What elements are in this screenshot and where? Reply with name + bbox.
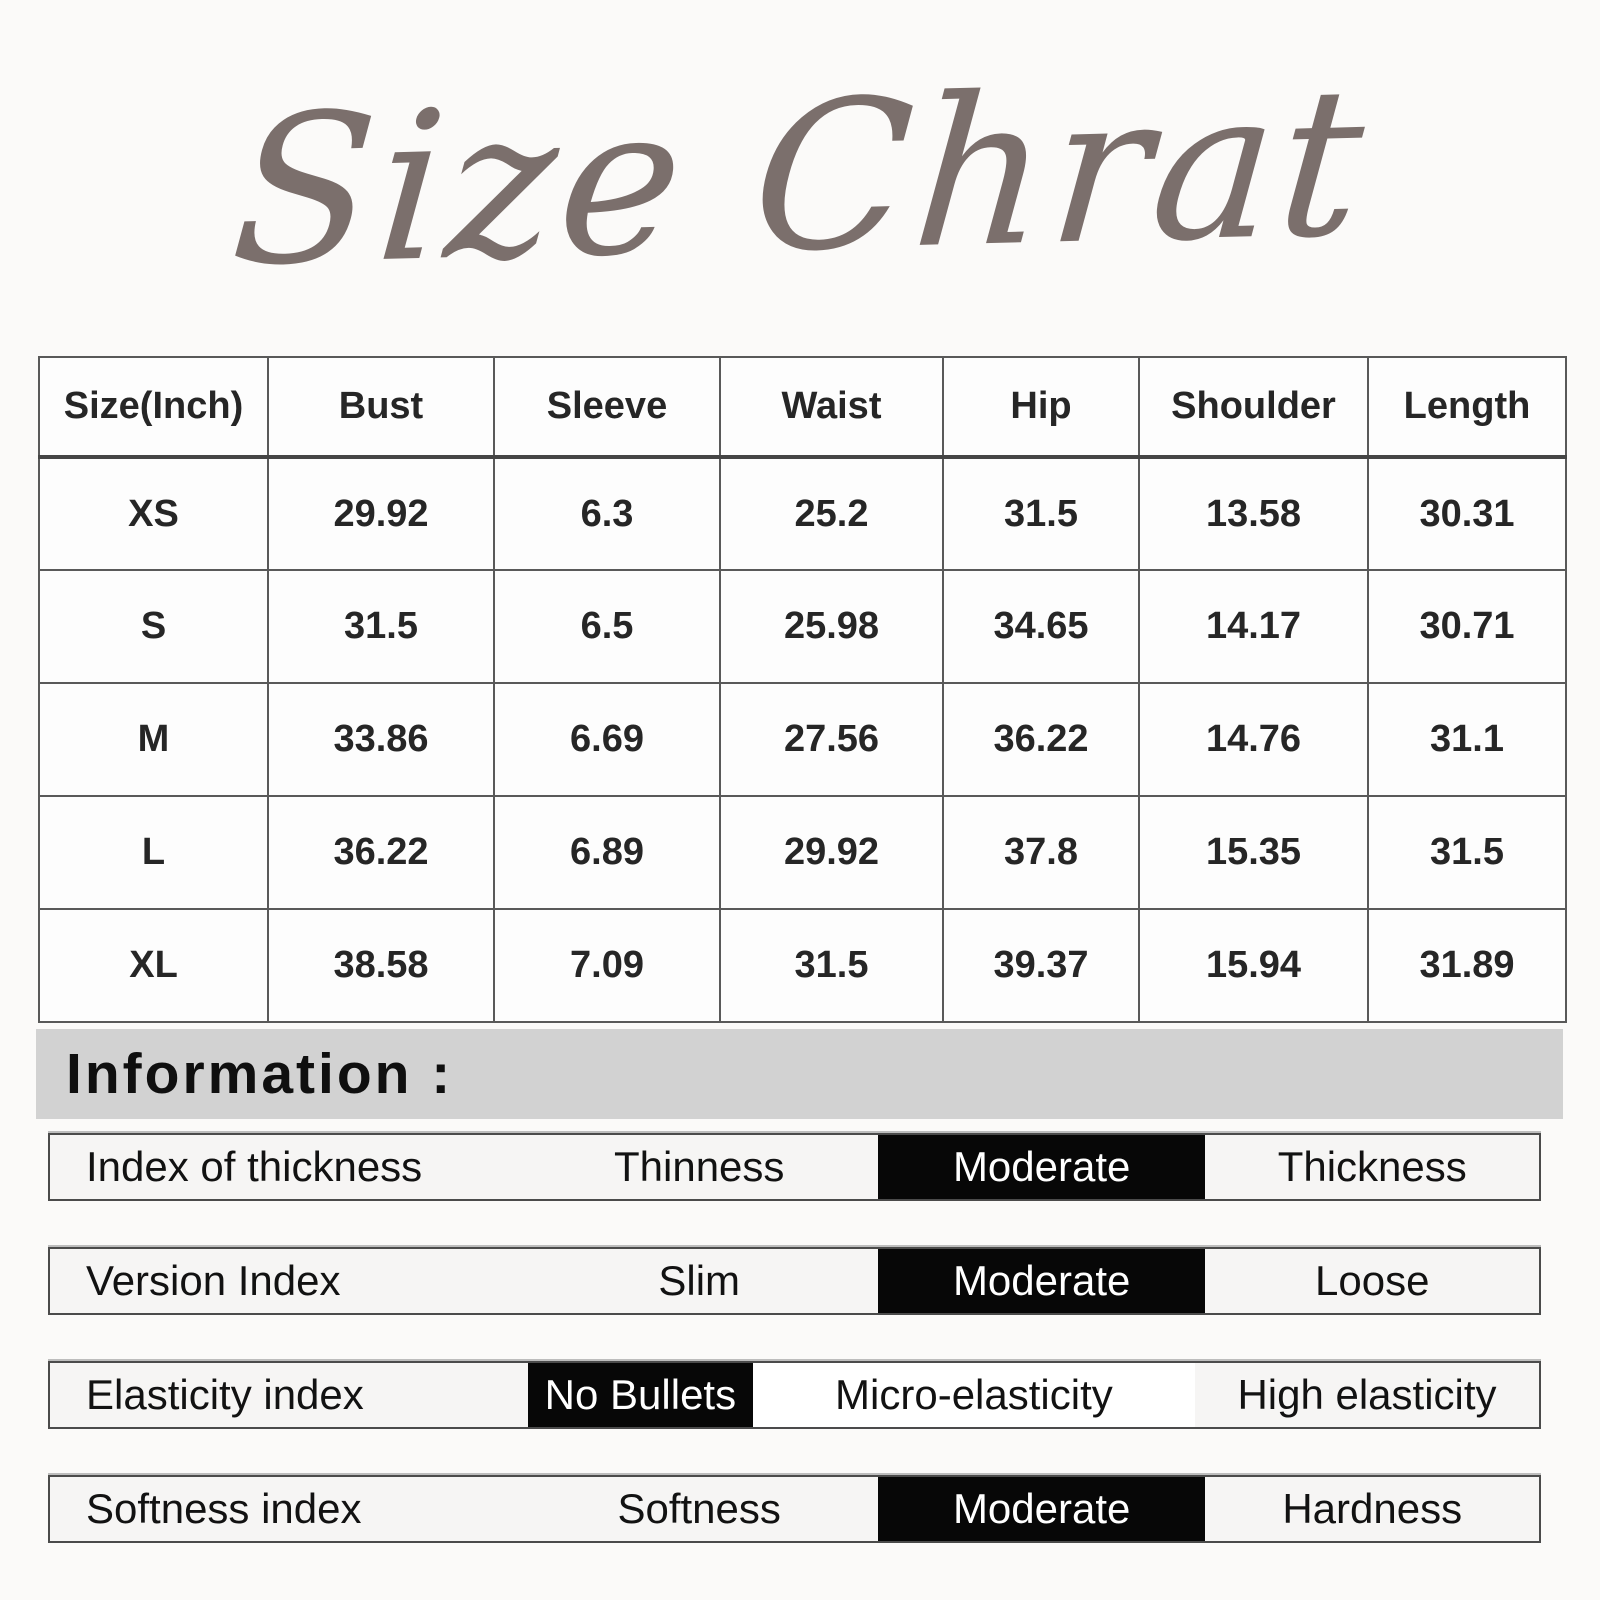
bar-option: Softness: [617, 1485, 781, 1532]
column-header: Shoulder: [1138, 356, 1369, 459]
measurement-cell: 6.3: [493, 456, 721, 571]
measurement-cell: 39.37: [942, 908, 1140, 1023]
information-bar: Version Index Slim Moderate Loose: [48, 1247, 1541, 1315]
measurement-cell: 6.69: [493, 682, 721, 797]
measurement-cell: 31.1: [1367, 682, 1567, 797]
measurement-cell: 29.92: [719, 795, 944, 910]
measurement-cell: 14.76: [1138, 682, 1369, 797]
table-row: L 36.22 6.89 29.92 37.8 15.35 31.5: [38, 795, 1567, 910]
title-area: Size Chrat: [0, 0, 1600, 356]
table-row: M 33.86 6.69 27.56 36.22 14.76 31.1: [38, 682, 1567, 797]
bar-option: Slim: [658, 1257, 741, 1304]
measurement-cell: 31.5: [719, 908, 944, 1023]
measurement-cell: 27.56: [719, 682, 944, 797]
measurement-cell: 6.5: [493, 569, 721, 684]
measurement-cell: 6.89: [493, 795, 721, 910]
bar-option: Hardness: [1282, 1485, 1463, 1532]
measurement-cell: 30.71: [1367, 569, 1567, 684]
measurement-cell: 15.94: [1138, 908, 1369, 1023]
column-header: Sleeve: [493, 356, 721, 459]
information-heading: Information :: [66, 1042, 454, 1106]
measurement-cell: 29.92: [267, 456, 495, 571]
information-band: Information :: [36, 1029, 1563, 1119]
bar-option: Micro-elasticity: [752, 1363, 1196, 1427]
page-title: Size Chrat: [224, 43, 1376, 313]
table-row: S 31.5 6.5 25.98 34.65 14.17 30.71: [38, 569, 1567, 684]
bar-option-selected: No Bullets: [527, 1363, 753, 1427]
measurement-cell: 34.65: [942, 569, 1140, 684]
table-header-row: Size(Inch) Bust Sleeve Waist Hip Shoulder Leng…: [38, 356, 1567, 459]
column-header: Bust: [267, 356, 495, 459]
information-bars: Index of thickness Thinness Moderate Thickn…: [48, 1133, 1541, 1543]
measurement-cell: 15.35: [1138, 795, 1369, 910]
size-table: Size(Inch) Bust Sleeve Waist Hip Shoulder Leng…: [38, 356, 1567, 1023]
measurement-cell: 37.8: [942, 795, 1140, 910]
measurement-cell: 31.5: [942, 456, 1140, 571]
measurement-cell: 30.31: [1367, 456, 1567, 571]
column-header: Waist: [719, 356, 944, 459]
bar-label: Softness index: [86, 1485, 362, 1532]
bar-option: Thickness: [1277, 1143, 1467, 1190]
bar-option: Loose: [1315, 1257, 1430, 1304]
measurement-cell: 7.09: [493, 908, 721, 1023]
information-bar: Elasticity index No Bullets Micro-elastici…: [48, 1361, 1541, 1429]
measurement-cell: 33.86: [267, 682, 495, 797]
measurement-cell: 31.5: [1367, 795, 1567, 910]
column-header: Size(Inch): [38, 356, 269, 459]
bar-option: High elasticity: [1237, 1371, 1497, 1418]
table-row: XS 29.92 6.3 25.2 31.5 13.58 30.31: [38, 456, 1567, 571]
bar-label: Elasticity index: [86, 1371, 364, 1418]
bar-label: Index of thickness: [86, 1143, 423, 1190]
measurement-cell: 31.89: [1367, 908, 1567, 1023]
size-label-cell: S: [38, 569, 269, 684]
table-row: XL 38.58 7.09 31.5 39.37 15.94 31.89: [38, 908, 1567, 1023]
bar-option-selected: Moderate: [877, 1135, 1206, 1199]
bar-option-selected: Moderate: [877, 1249, 1206, 1313]
size-label-cell: M: [38, 682, 269, 797]
measurement-cell: 25.2: [719, 456, 944, 571]
measurement-cell: 25.98: [719, 569, 944, 684]
column-header: Length: [1367, 356, 1567, 459]
measurement-cell: 14.17: [1138, 569, 1369, 684]
bar-option: Thinness: [613, 1143, 785, 1190]
size-label-cell: XL: [38, 908, 269, 1023]
size-label-cell: L: [38, 795, 269, 910]
measurement-cell: 13.58: [1138, 456, 1369, 571]
bar-label: Version Index: [86, 1257, 341, 1304]
information-bar: Index of thickness Thinness Moderate Thickn…: [48, 1133, 1541, 1201]
measurement-cell: 31.5: [267, 569, 495, 684]
measurement-cell: 36.22: [267, 795, 495, 910]
bar-option-selected: Moderate: [877, 1477, 1206, 1541]
measurement-cell: 36.22: [942, 682, 1140, 797]
column-header: Hip: [942, 356, 1140, 459]
information-bar: Softness index Softness Moderate Hardness: [48, 1475, 1541, 1543]
measurement-cell: 38.58: [267, 908, 495, 1023]
size-label-cell: XS: [38, 456, 269, 571]
